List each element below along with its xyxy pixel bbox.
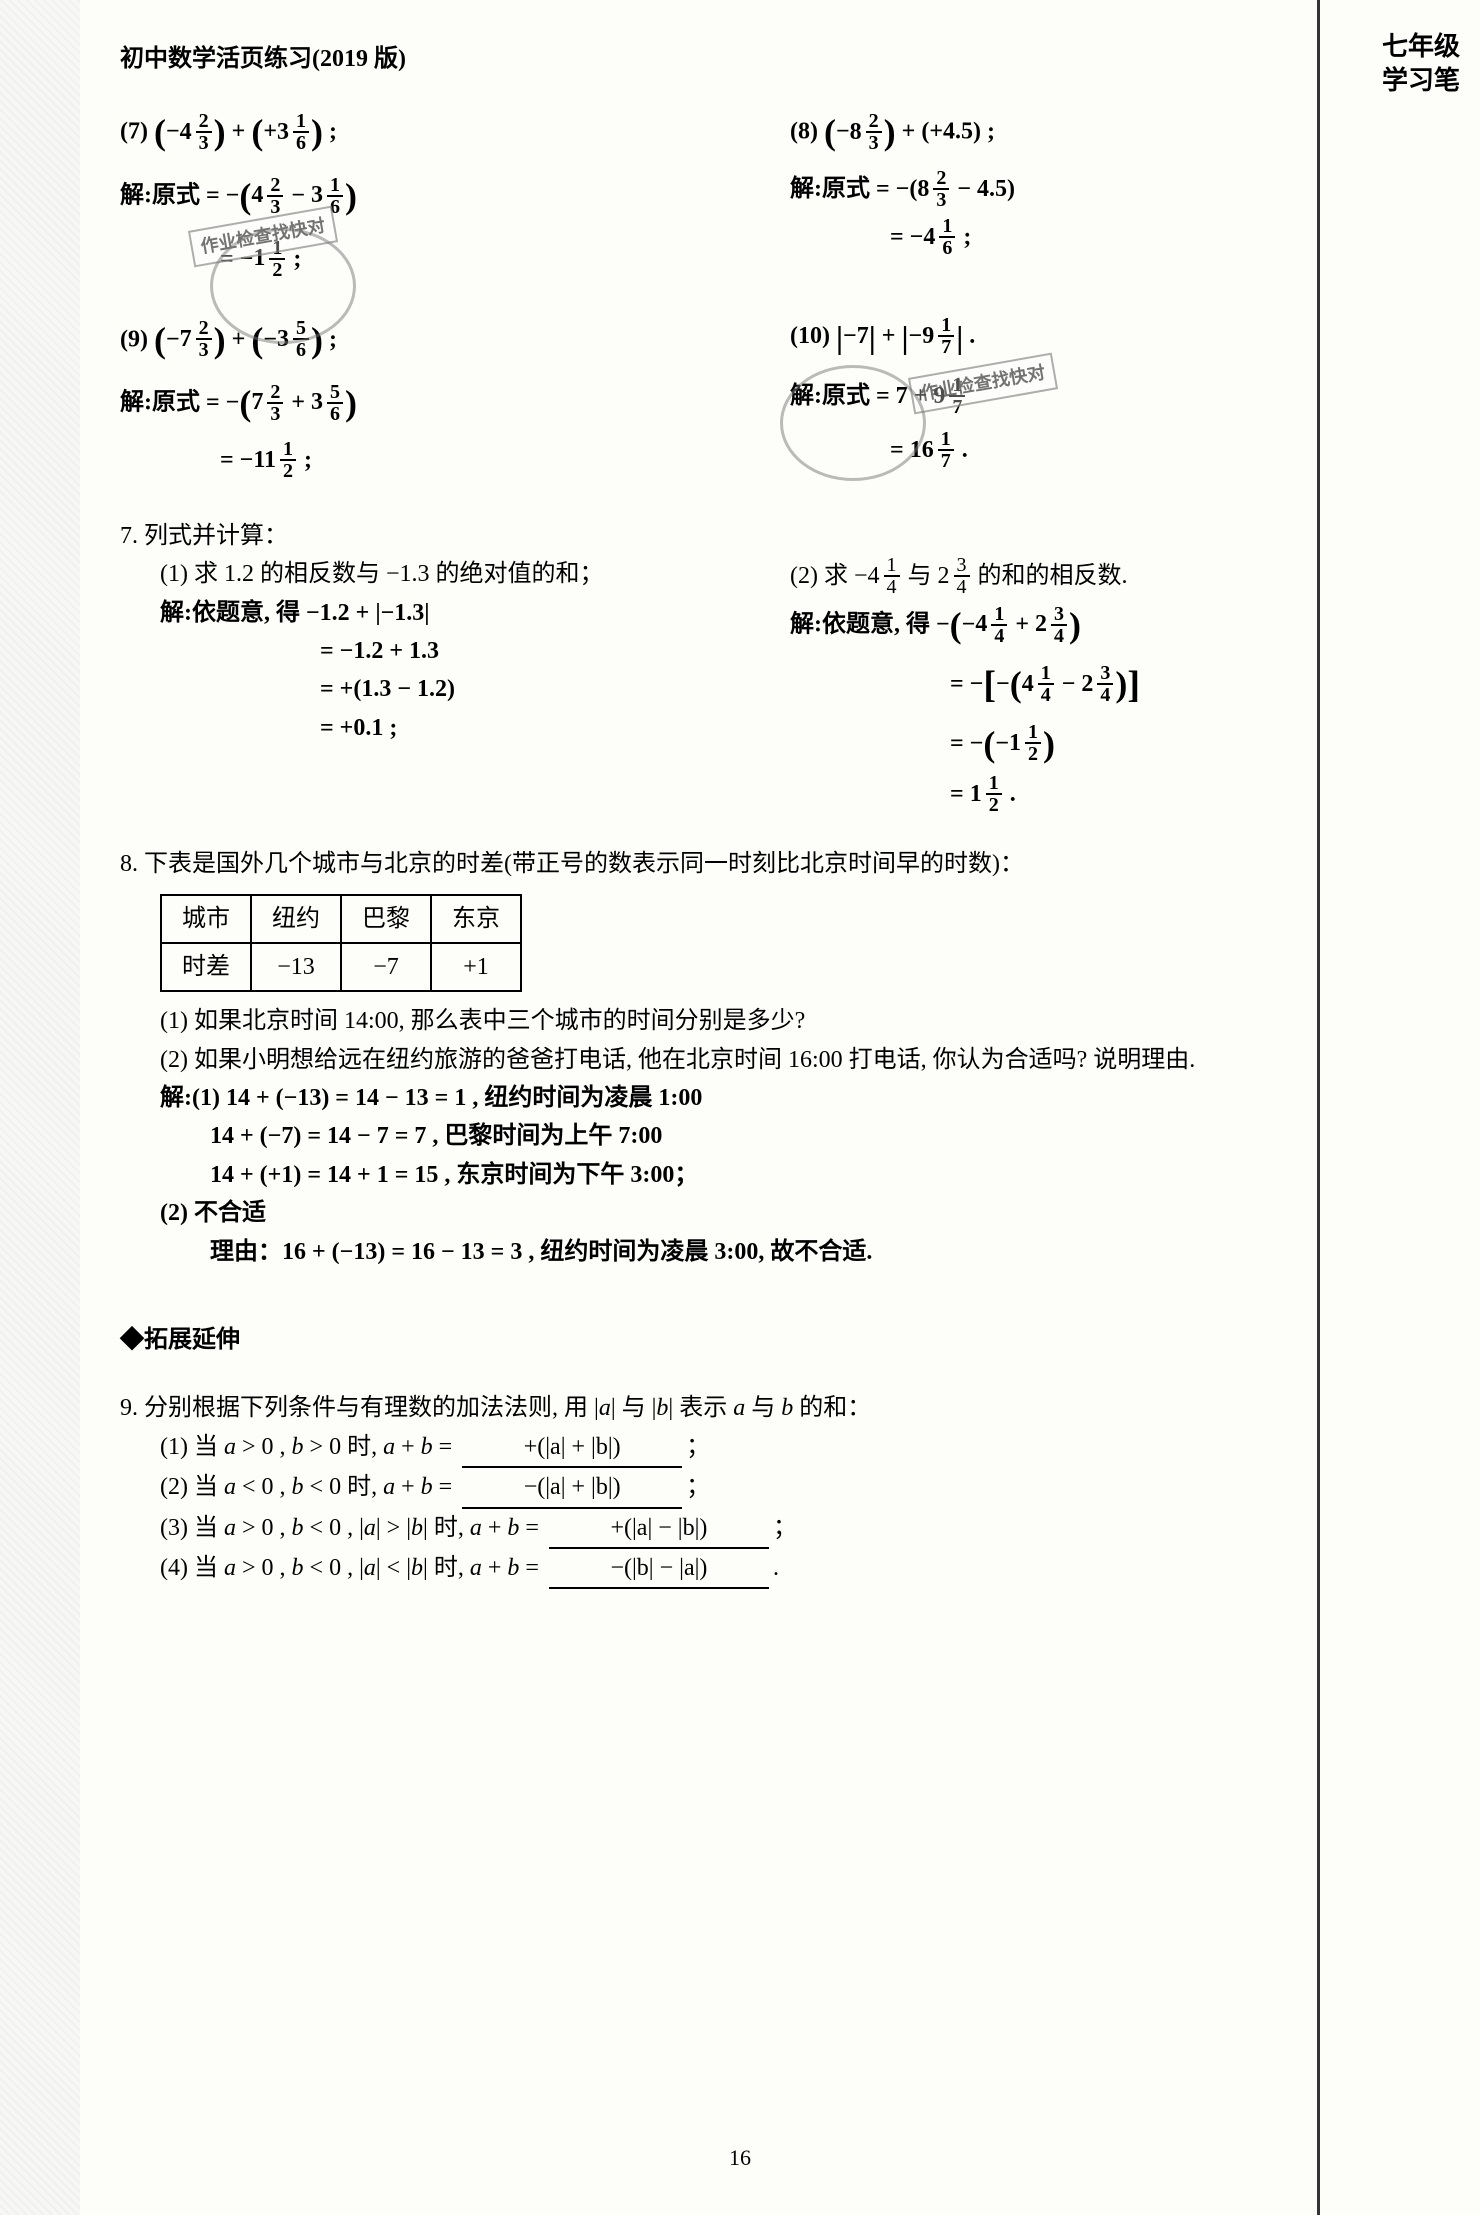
p8-q1: (1) 如果北京时间 14:00, 那么表中三个城市的时间分别是多少? <box>160 1002 1400 1040</box>
p7-sol1: 解:原式 = −423 − 316 <box>120 168 730 226</box>
p7-q1-col: (1) 求 1.2 的相反数与 −1.3 的绝对值的和； 解:依题意, 得 −1… <box>120 555 730 815</box>
page-number: 16 <box>729 2140 751 2175</box>
col-p7: (7) −423 + +316 ; 解:原式 = −423 − 316 作业检查… <box>120 98 730 285</box>
problems-row-1: (7) −423 + +316 ; 解:原式 = −423 − 316 作业检查… <box>120 98 1400 285</box>
blank-2: −(|a| + |b|) <box>462 1468 682 1508</box>
p9-sol1: 解:原式 = −723 + 356 <box>120 375 730 433</box>
th-city: 城市 <box>161 895 251 943</box>
p9-sol2: = −1112 ; <box>220 439 730 481</box>
table-row-data: 时差 −13 −7 +1 <box>161 943 521 991</box>
p7-q2: (2) 求 −414 与 234 的和的相反数. <box>790 555 1400 597</box>
problem-7: 7. 列式并计算： (1) 求 1.2 的相反数与 −1.3 的绝对值的和； 解… <box>120 517 1400 815</box>
blank-1: +(|a| + |b|) <box>462 1428 682 1468</box>
td-label: 时差 <box>161 943 251 991</box>
p9-l4: (4) 当 a > 0 , b < 0 , |a| < |b| 时, a + b… <box>160 1549 1400 1589</box>
problem-8: 8. 下表是国外几个城市与北京的时差(带正号的数表示同一时刻比北京时间早的时数)… <box>120 845 1400 1271</box>
p9-expr: (9) −723 + −356 ; <box>120 312 730 370</box>
col-p10: (10) −7 + −917 . 作业检查找快对 解:原式 = 7 + 917 … <box>790 306 1400 487</box>
p7-q2-s2: = −−112 <box>950 716 1400 774</box>
left-margin-noise <box>0 0 80 2215</box>
p9-l2: (2) 当 a < 0 , b < 0 时, a + b = −(|a| + |… <box>160 1468 1400 1508</box>
p8-sol-label: 解:(1) 14 + (−13) = 14 − 13 = 1 , 纽约时间为凌晨… <box>160 1079 1400 1117</box>
p7-q2-col: (2) 求 −414 与 234 的和的相反数. 解:依题意, 得 −−414 … <box>790 555 1400 815</box>
p7-q2-s1: = −−414 − 234 <box>950 655 1400 716</box>
vertical-rule-right <box>1317 0 1320 2215</box>
th-ny: 纽约 <box>251 895 341 943</box>
col-p8: (8) −823 + (+4.5) ; 解:原式 = −(823 − 4.5) … <box>790 98 1400 285</box>
p9-l3: (3) 当 a > 0 , b < 0 , |a| > |b| 时, a + b… <box>160 1509 1400 1549</box>
col-p9: (9) −723 + −356 ; 解:原式 = −723 + 356 = −1… <box>120 306 730 487</box>
td-tokyo: +1 <box>431 943 521 991</box>
p10-expr: (10) −7 + −917 . <box>790 312 1400 363</box>
problems-row-2: (9) −723 + −356 ; 解:原式 = −723 + 356 = −1… <box>120 306 1400 487</box>
extension-title: ◆拓展延伸 <box>120 1321 1400 1359</box>
page: 七年级 学习笔 初中数学活页练习(2019 版) (7) −423 + +316… <box>0 0 1480 2215</box>
corner-label: 七年级 学习笔 <box>1382 30 1460 98</box>
p8-sol1: 解:原式 = −(823 − 4.5) <box>790 168 1400 210</box>
corner-line1: 七年级 <box>1382 30 1460 64</box>
th-tokyo: 东京 <box>431 895 521 943</box>
p7-sol2-stamp: 作业检查找快对 = −112 ; <box>220 238 301 280</box>
page-header: 初中数学活页练习(2019 版) <box>120 40 1400 78</box>
p10-sol1-stamp: 作业检查找快对 解:原式 = 7 + 917 <box>790 375 967 417</box>
p7-q1-sol-label: 解:依题意, 得 −1.2 + |−1.3| <box>160 594 730 632</box>
corner-line2: 学习笔 <box>1382 64 1460 98</box>
p7-expr: (7) −423 + +316 ; <box>120 104 730 162</box>
p8-s3: (2) 不合适 <box>160 1194 1400 1232</box>
p8-expr: (8) −823 + (+4.5) ; <box>790 104 1400 162</box>
p7-q1-s1: = −1.2 + 1.3 <box>320 632 730 670</box>
td-ny: −13 <box>251 943 341 991</box>
p7-title: 7. 列式并计算： <box>120 517 1400 555</box>
p8-s2: 14 + (+1) = 14 + 1 = 15 , 东京时间为下午 3:00； <box>210 1156 1400 1194</box>
td-paris: −7 <box>341 943 431 991</box>
blank-4: −(|b| − |a|) <box>549 1549 769 1589</box>
p7-q2-sol-label: 解:依题意, 得 −−414 + 234 <box>790 597 1400 655</box>
p8-sol2: = −416 ; <box>890 216 1400 258</box>
p7-q1-s3: = +0.1 ; <box>320 709 730 747</box>
p9-title: 9. 分别根据下列条件与有理数的加法法则, 用 |a| 与 |b| 表示 a 与… <box>120 1389 1400 1427</box>
p9-l1: (1) 当 a > 0 , b > 0 时, a + b = +(|a| + |… <box>160 1428 1400 1468</box>
p8-q2: (2) 如果小明想给远在纽约旅游的爸爸打电话, 他在北京时间 16:00 打电话… <box>160 1041 1400 1079</box>
p7-q1: (1) 求 1.2 的相反数与 −1.3 的绝对值的和； <box>160 555 730 593</box>
p10-sol2: = 1617 . <box>890 429 1400 471</box>
p8-s1: 14 + (−7) = 14 − 7 = 7 , 巴黎时间为上午 7:00 <box>210 1117 1400 1155</box>
th-paris: 巴黎 <box>341 895 431 943</box>
p7-q2-s3: = 112 . <box>950 773 1400 815</box>
p8-title: 8. 下表是国外几个城市与北京的时差(带正号的数表示同一时刻比北京时间早的时数)… <box>120 845 1400 883</box>
p8-s4: 理由：16 + (−13) = 16 − 13 = 3 , 纽约时间为凌晨 3:… <box>210 1233 1400 1271</box>
p7-q1-s2: = +(1.3 − 1.2) <box>320 670 730 708</box>
problem-9: 9. 分别根据下列条件与有理数的加法法则, 用 |a| 与 |b| 表示 a 与… <box>120 1389 1400 1589</box>
table-row-header: 城市 纽约 巴黎 东京 <box>161 895 521 943</box>
timezone-table: 城市 纽约 巴黎 东京 时差 −13 −7 +1 <box>160 894 522 993</box>
blank-3: +(|a| − |b|) <box>549 1509 769 1549</box>
